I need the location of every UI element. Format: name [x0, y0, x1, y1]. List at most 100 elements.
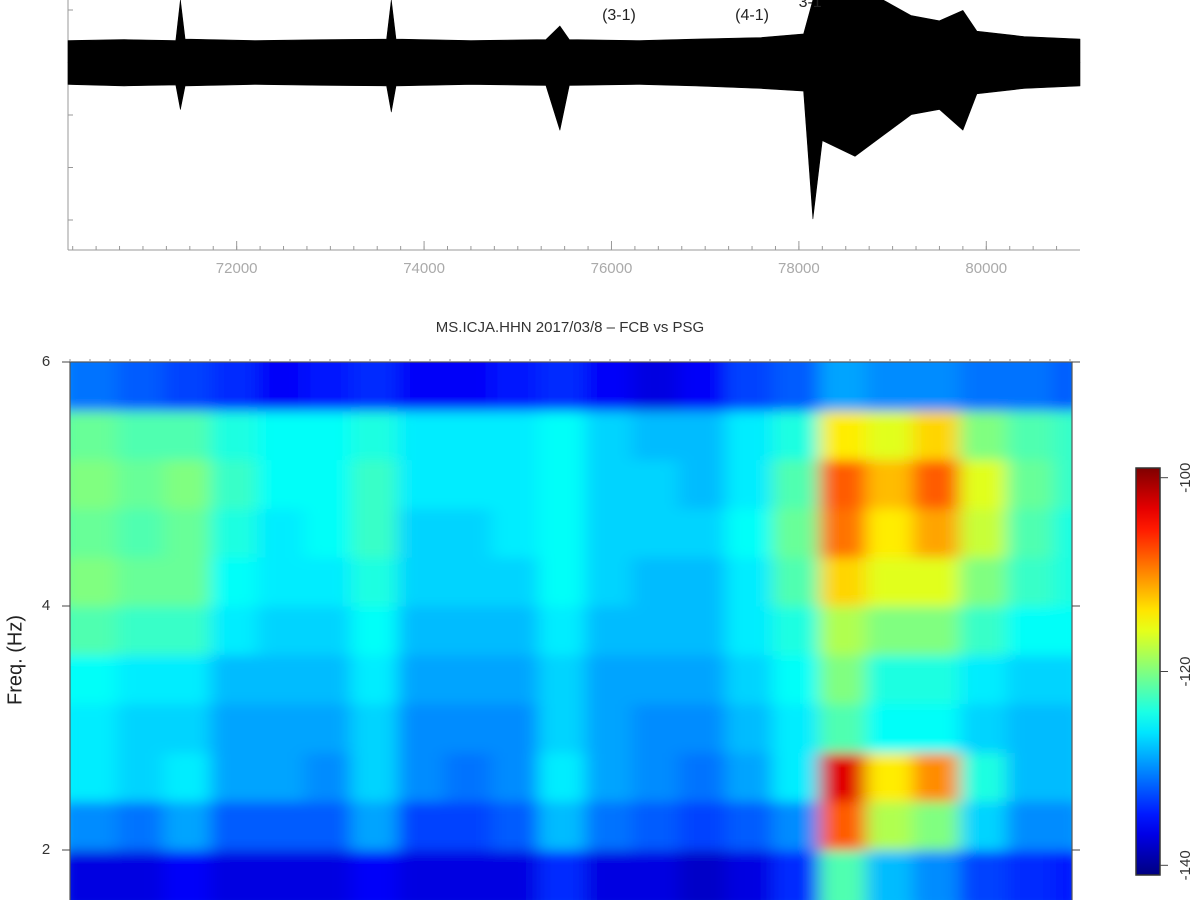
spectrogram-cell	[631, 508, 680, 558]
spectrogram-cell	[1053, 410, 1072, 461]
spectrogram-cell	[397, 459, 446, 509]
spectrogram-cell	[678, 801, 727, 851]
spectrogram-cell	[819, 606, 867, 656]
y-axis-label: Freq. (Hz)	[4, 615, 26, 705]
spectrogram-cell	[725, 508, 773, 558]
spectrogram-cell	[116, 752, 165, 802]
spectrogram-cell	[304, 654, 352, 705]
spectrogram-cell	[257, 362, 305, 412]
spectrogram-cell	[819, 508, 867, 558]
spectrogram-cell	[70, 557, 118, 607]
spectrogram-cell	[210, 459, 258, 509]
spectrogram-cell	[210, 606, 258, 656]
spectrogram-cell	[1053, 752, 1072, 802]
spectrogram-cell	[1006, 850, 1054, 900]
spectrogram-cell	[350, 508, 399, 558]
annotation: (3-1)	[602, 7, 636, 24]
spectrogram-cell	[819, 459, 867, 509]
spectrogram-cell	[257, 801, 305, 851]
spectrogram-cell	[350, 850, 399, 900]
spectrogram-cell	[116, 410, 165, 461]
spectrogram-cell	[116, 606, 165, 656]
spectrogram-cell	[631, 410, 680, 461]
spectrogram-cell	[819, 801, 867, 851]
spectrogram-cell	[350, 703, 399, 753]
spectrogram-cell	[1006, 508, 1054, 558]
spectrogram-cell	[678, 508, 727, 558]
x-tick-label: 72000	[216, 260, 258, 277]
spectrogram-cell	[397, 752, 446, 802]
spectrogram-cell	[865, 459, 914, 509]
spectrogram-cell	[491, 508, 539, 558]
spectrogram-cell	[210, 410, 258, 461]
spectrogram-cell	[397, 654, 446, 705]
spectrogram-cell	[304, 557, 352, 607]
x-tick-label: 76000	[591, 260, 633, 277]
spectrogram-cell	[865, 752, 914, 802]
spectrogram-cell	[725, 606, 773, 656]
spectrogram-cell	[678, 752, 727, 802]
spectrogram-cell	[163, 459, 211, 509]
spectrogram-cell	[257, 606, 305, 656]
spectrogram-cell	[772, 362, 820, 412]
spectrogram-cell	[819, 752, 867, 802]
spectrogram-cell	[912, 850, 961, 900]
spectrogram-cell	[163, 752, 211, 802]
spectrogram-cell	[865, 606, 914, 656]
spectrogram-cell	[772, 801, 820, 851]
spectrogram-cell	[725, 752, 773, 802]
spectrogram-cell	[304, 801, 352, 851]
spectrogram-cell	[116, 850, 165, 900]
spectrogram-cell	[772, 752, 820, 802]
spectrogram-cell	[538, 606, 586, 656]
spectrogram-cell	[350, 654, 399, 705]
spectrogram-cell	[772, 606, 820, 656]
spectrogram-cell	[912, 801, 961, 851]
spectrogram-cell	[210, 557, 258, 607]
spectrogram-cell	[350, 557, 399, 607]
spectrogram-cell	[631, 362, 680, 412]
spectrogram-cell	[959, 557, 1007, 607]
spectrogram-cell	[1053, 362, 1072, 412]
spectrogram-cell	[350, 362, 399, 412]
spectrogram-cell	[678, 410, 727, 461]
spectrogram-cell	[304, 410, 352, 461]
spectrogram-cell	[350, 752, 399, 802]
spectrogram-cell	[210, 508, 258, 558]
spectrogram-cell	[444, 362, 492, 412]
spectrogram-cell	[70, 752, 118, 802]
spectrogram-cell	[678, 557, 727, 607]
spectrogram-cell	[725, 459, 773, 509]
spectrogram-cell	[631, 850, 680, 900]
spectrogram-cell	[725, 410, 773, 461]
spectrogram-cell	[257, 459, 305, 509]
x-tick-label: 80000	[965, 260, 1007, 277]
spectrogram-cell	[350, 459, 399, 509]
spectrogram-cell	[959, 508, 1007, 558]
spectrogram-cell	[397, 703, 446, 753]
spectrogram-cell	[397, 362, 446, 412]
spectrogram-title: MS.ICJA.HHN 2017/03/8 – FCB vs PSG	[436, 319, 704, 336]
spectrogram-cell	[819, 557, 867, 607]
spectrogram-cell	[959, 752, 1007, 802]
spectrogram-cell	[163, 801, 211, 851]
spectrogram-cell	[772, 850, 820, 900]
spectrogram-cell	[444, 752, 492, 802]
spectrogram-cell	[444, 459, 492, 509]
spectrogram-cell	[1006, 654, 1054, 705]
spectrogram-cell	[1053, 703, 1072, 753]
spectrogram-cell	[304, 752, 352, 802]
spectrogram-cell	[538, 850, 586, 900]
spectrogram-cell	[491, 362, 539, 412]
spectrogram-cell	[1053, 801, 1072, 851]
spectrogram-cell	[304, 850, 352, 900]
spectrogram-cell	[1006, 801, 1054, 851]
spectrogram-cell	[70, 801, 118, 851]
spectrogram-cell	[912, 606, 961, 656]
spectrogram-cell	[631, 703, 680, 753]
spectrogram-cell	[350, 801, 399, 851]
spectrogram-cell	[772, 410, 820, 461]
spectrogram-cell	[491, 459, 539, 509]
spectrogram-cell	[725, 703, 773, 753]
spectrogram-cell	[631, 557, 680, 607]
